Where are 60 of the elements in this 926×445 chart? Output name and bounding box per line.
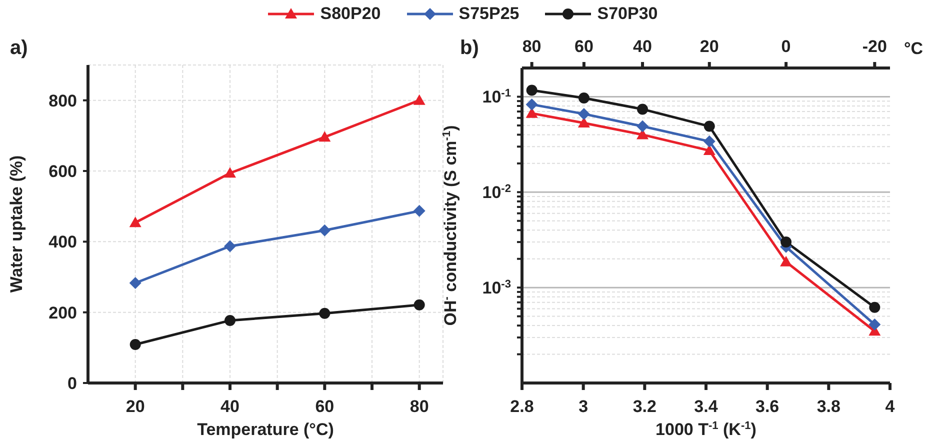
point xyxy=(224,314,236,326)
y-tick-label: 200 xyxy=(48,303,77,322)
point xyxy=(224,240,236,252)
point xyxy=(130,338,141,350)
annotation: 60 xyxy=(574,37,594,56)
point xyxy=(703,135,716,148)
x-tick-label: 20 xyxy=(126,397,145,416)
y-tick-label: 10$^{-2}$ xyxy=(482,183,511,202)
legend-label: S75P25 xyxy=(458,4,520,24)
point xyxy=(578,108,590,120)
x-tick-label: 80 xyxy=(410,397,429,416)
annotation: 0 xyxy=(781,37,791,56)
chart-title: a) xyxy=(10,37,28,59)
chart-title: b) xyxy=(460,37,479,59)
legend-label: S70P30 xyxy=(597,4,658,24)
point xyxy=(526,98,538,110)
point xyxy=(318,131,331,142)
x-axis-title: 1000 T$^{-1}$ (K$^{-1}$) xyxy=(656,420,756,439)
x-tick-label: 3.6 xyxy=(756,397,780,416)
point xyxy=(526,84,538,96)
x-tick-label: 4 xyxy=(885,397,896,416)
x-tick-label: 2.8 xyxy=(510,397,534,416)
point xyxy=(637,104,648,115)
point xyxy=(868,318,881,331)
point xyxy=(318,224,331,236)
point xyxy=(319,308,330,319)
point xyxy=(636,120,649,132)
point xyxy=(413,94,426,105)
point xyxy=(129,216,142,228)
text: °C xyxy=(904,39,924,58)
point xyxy=(414,299,425,310)
annotation: 20 xyxy=(700,37,719,56)
x-tick-label: 3.2 xyxy=(632,397,656,416)
point xyxy=(224,167,236,178)
point xyxy=(413,204,426,217)
point xyxy=(780,256,792,266)
x-tick-label: 3.4 xyxy=(694,397,718,416)
x-axis-title: Temperature (°C) xyxy=(197,420,334,439)
y-tick-label: 600 xyxy=(48,162,77,181)
annotation: 40 xyxy=(633,37,652,56)
y-tick-label: 10$^{-1}$ xyxy=(482,88,511,107)
point xyxy=(703,144,716,156)
y-tick-label: 800 xyxy=(48,91,77,110)
y-tick-label: 0 xyxy=(68,374,77,393)
y-tick-label: 10$^{-3}$ xyxy=(482,278,511,298)
point xyxy=(869,302,880,313)
legend-label: S80P20 xyxy=(320,4,381,24)
x-tick-label: 40 xyxy=(220,397,240,416)
point xyxy=(129,277,142,290)
y-axis-title: Water uptake (%) xyxy=(7,155,26,293)
annotation: -20 xyxy=(862,37,887,56)
x-tick-label: 60 xyxy=(315,397,334,416)
y-tick-label: 400 xyxy=(48,232,77,252)
point xyxy=(578,117,590,128)
point xyxy=(578,92,590,104)
point xyxy=(780,236,792,248)
point xyxy=(704,120,715,132)
x-tick-label: 3.8 xyxy=(816,397,840,416)
x-tick-label: 3 xyxy=(578,397,588,416)
annotation: 80 xyxy=(522,37,542,56)
